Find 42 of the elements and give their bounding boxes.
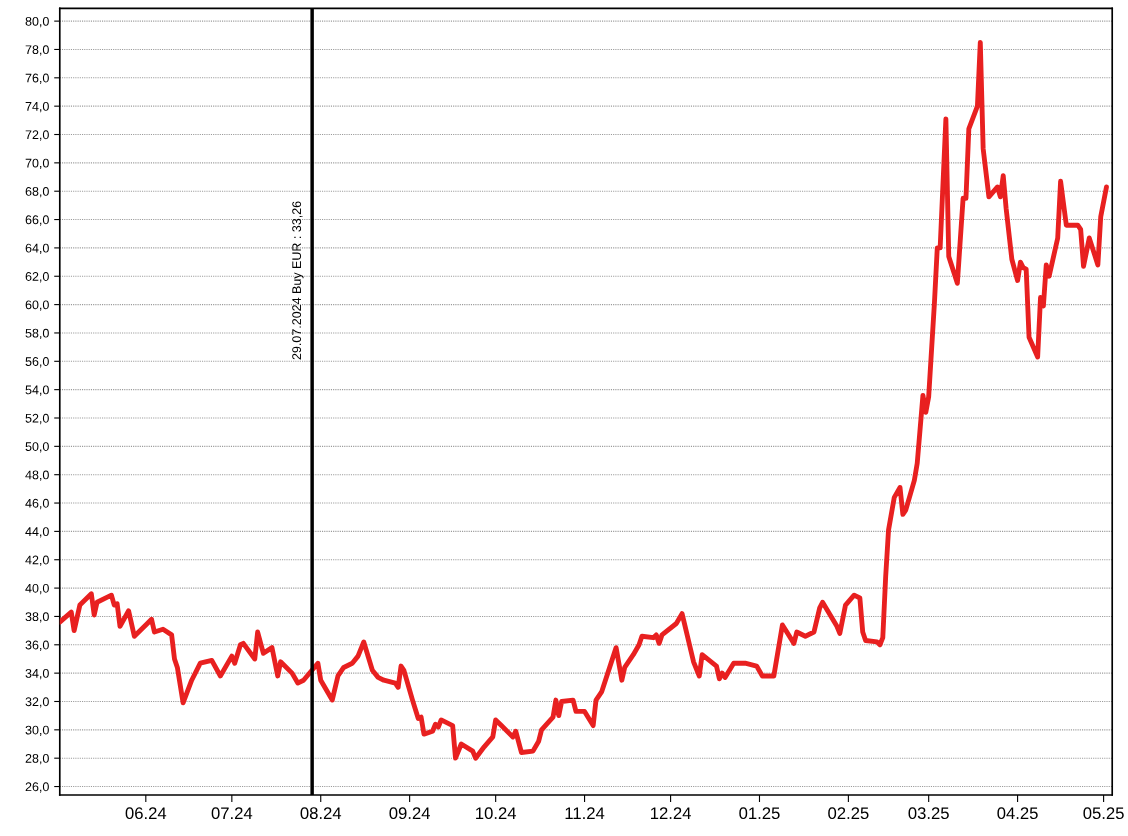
- y-tick-label: 64,0: [25, 243, 49, 255]
- x-tick-label: 12.24: [651, 807, 691, 819]
- y-tick-label: 52,0: [25, 413, 49, 425]
- y-tick-label: 60,0: [25, 300, 49, 311]
- x-tick-label: 05.25: [1083, 807, 1124, 820]
- y-tick-label: 32,0: [25, 697, 49, 708]
- y-tick-label: 80,0: [25, 16, 49, 28]
- ref-line-label: 29.07.2024 Buy EUR : 33,26: [292, 201, 304, 360]
- y-tick-label: 56,0: [25, 357, 49, 368]
- y-tick-label: 50,0: [25, 442, 49, 453]
- line-series: [59, 39, 1109, 761]
- y-tick-label: 46,0: [25, 498, 49, 510]
- y-tick-label: 78,0: [25, 45, 49, 56]
- y-tick-label: 54,0: [25, 385, 49, 396]
- y-tick-label: 76,0: [25, 73, 49, 84]
- x-tick-label: 11.24: [565, 807, 605, 819]
- x-tick-label: 03.25: [908, 807, 949, 820]
- y-tick-label: 68,0: [25, 187, 49, 198]
- x-tick-label: 06.24: [125, 807, 167, 820]
- x-tick-label: 08.24: [300, 807, 342, 820]
- y-tick-label: 28,0: [25, 753, 49, 765]
- y-tick-label: 66,0: [25, 215, 49, 226]
- y-tick-label: 74,0: [25, 101, 49, 113]
- y-tick-label: 44,0: [25, 527, 49, 538]
- y-tick-label: 34,0: [25, 668, 49, 680]
- y-tick-label: 72,0: [25, 130, 49, 141]
- x-tick-label: 09.24: [389, 807, 430, 820]
- y-tick-label: 30,0: [25, 725, 49, 736]
- y-tick-label: 62,0: [25, 272, 49, 283]
- x-tick-label: 10.24: [476, 807, 517, 820]
- y-tick-label: 58,0: [25, 328, 49, 340]
- y-tick-label: 70,0: [25, 158, 49, 169]
- x-tick-label: 02.25: [828, 807, 869, 820]
- y-tick-label: 48,0: [25, 470, 49, 481]
- y-tick-label: 36,0: [25, 640, 49, 651]
- y-tick-label: 42,0: [25, 555, 49, 566]
- y-tick-label: 40,0: [25, 583, 49, 595]
- x-tick-label: 04.25: [997, 807, 1038, 820]
- x-tick-label: 01.25: [739, 807, 780, 820]
- x-tick-label: 07.24: [211, 807, 253, 820]
- y-tick-label: 26,0: [25, 782, 49, 793]
- y-tick-label: 38,0: [25, 612, 49, 623]
